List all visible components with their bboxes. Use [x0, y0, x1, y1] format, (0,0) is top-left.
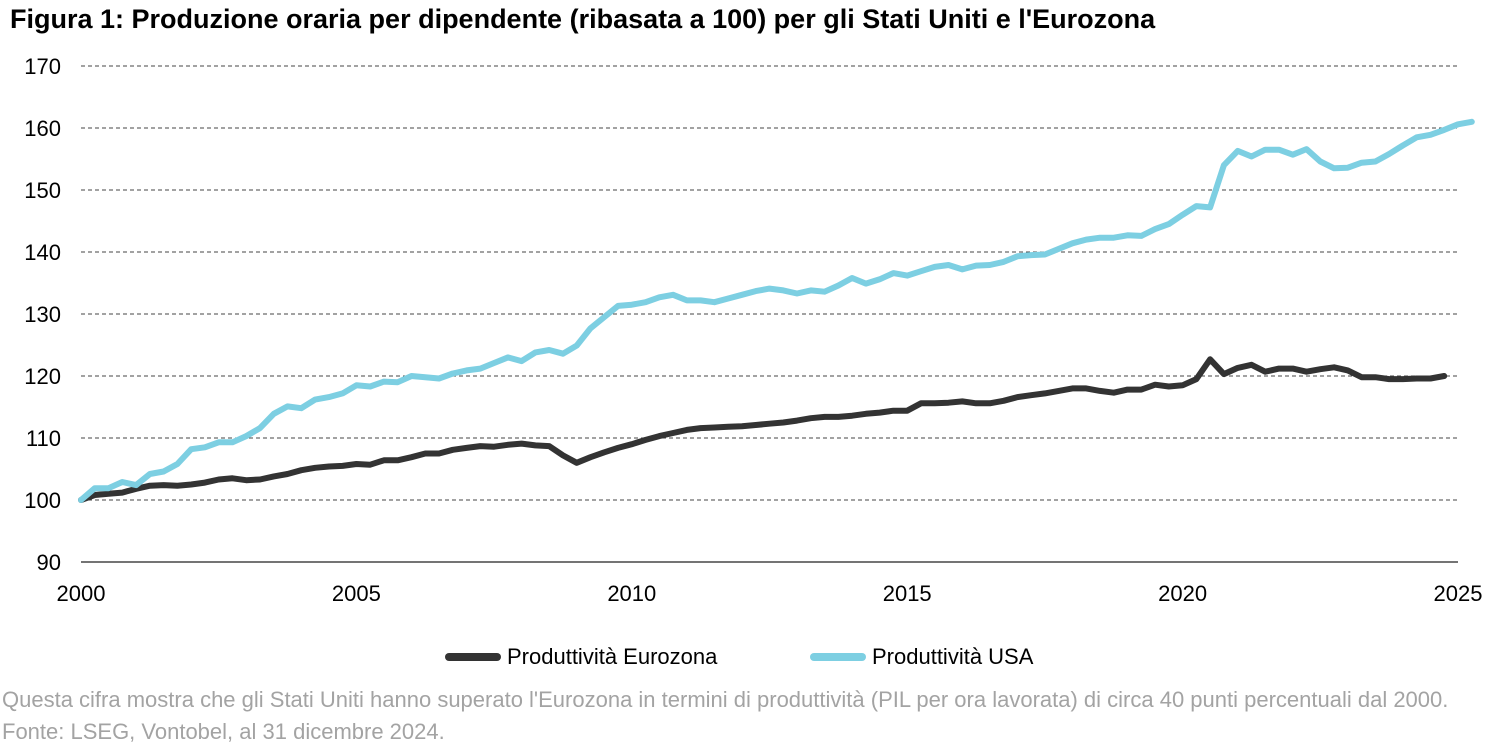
series-line-usa — [78, 118, 1475, 503]
y-tick-label: 90 — [37, 550, 61, 575]
y-tick-label: 120 — [24, 364, 61, 389]
legend-item-eurozona: Produttività Eurozona — [445, 642, 717, 672]
x-tick-label: 2010 — [607, 581, 656, 606]
legend-label-eurozona: Produttività Eurozona — [507, 644, 718, 669]
y-tick-label: 100 — [24, 488, 61, 513]
y-tick-label: 110 — [26, 426, 61, 451]
chart-title: Figura 1: Produzione oraria per dipenden… — [10, 4, 1156, 34]
y-tick-label: 140 — [24, 240, 61, 265]
legend-swatch-eurozona — [445, 653, 501, 661]
y-tick-label: 130 — [24, 302, 61, 327]
axes: 90 100 110 120 130 140 150 160 170 2000 2005 2010 20… — [24, 54, 1482, 606]
y-tick-label: 150 — [24, 178, 61, 203]
legend-label-usa: Produttività USA — [872, 644, 1034, 669]
chart-caption-note: Questa cifra mostra che gli Stati Uniti … — [2, 687, 1449, 744]
x-tick-label: 2005 — [332, 581, 381, 606]
x-tick-label: 2020 — [1158, 581, 1207, 606]
legend-item-usa: Produttività USA — [810, 642, 1033, 672]
line-chart: 90 100 110 120 130 140 150 160 170 2000 2005 2010 20… — [24, 54, 1482, 606]
x-tick-label: 2000 — [57, 581, 106, 606]
y-tick-label: 170 — [24, 54, 61, 79]
x-tick-label: 2015 — [883, 581, 932, 606]
series — [78, 118, 1475, 503]
series-line-eurozona — [78, 356, 1448, 503]
gridlines — [81, 65, 1458, 501]
y-tick-label: 160 — [24, 116, 61, 141]
legend-swatch-usa — [810, 653, 866, 661]
x-tick-label: 2025 — [1434, 581, 1483, 606]
